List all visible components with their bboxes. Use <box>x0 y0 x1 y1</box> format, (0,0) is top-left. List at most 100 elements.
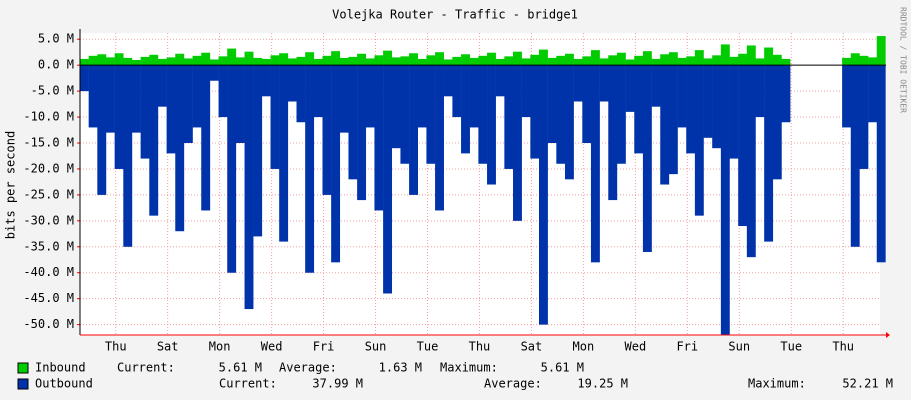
legend-maximum: 52.21 M <box>842 377 893 391</box>
bar <box>123 57 133 66</box>
bar <box>166 57 176 66</box>
bar <box>383 50 393 66</box>
bar <box>80 65 89 92</box>
bar <box>80 58 89 66</box>
bar <box>322 55 332 66</box>
x-tick-label: Thu <box>105 340 127 354</box>
bar <box>270 55 280 66</box>
bar <box>105 65 115 133</box>
bar <box>348 56 358 66</box>
bar <box>564 65 574 180</box>
bar <box>140 56 150 66</box>
y-tick-label: -10.0 M <box>23 110 74 124</box>
bar <box>209 59 219 66</box>
bar <box>582 65 592 144</box>
bar <box>175 65 185 232</box>
y-tick-label: 0.0 M <box>38 58 74 72</box>
bar <box>642 65 652 252</box>
bar <box>608 65 618 201</box>
y-tick-label: -50.0 M <box>23 317 74 331</box>
bar <box>97 54 107 66</box>
y-axis-label: bits per second <box>4 131 18 239</box>
bar <box>599 58 609 66</box>
bar <box>305 65 315 273</box>
bar <box>746 45 756 66</box>
bar <box>668 65 678 175</box>
bar <box>868 65 877 123</box>
bar <box>391 65 401 149</box>
bar <box>772 54 782 66</box>
chart-title: Volejka Router - Traffic - bridge1 <box>332 8 578 22</box>
bar <box>738 53 748 66</box>
bar <box>573 65 583 102</box>
bar <box>201 65 211 211</box>
bar <box>313 65 323 118</box>
bar <box>88 55 98 66</box>
y-tick-label: -45.0 M <box>23 291 74 305</box>
axes: 5.0 M 0.0 M -5.0 M -10.0 M -15.0 M -20.0 M -25… <box>23 29 890 354</box>
marks <box>80 36 886 336</box>
legend-average: 19.25 M <box>577 377 628 391</box>
bar <box>452 65 462 118</box>
bar <box>339 57 349 66</box>
bar <box>842 57 852 66</box>
bar <box>461 65 470 154</box>
bar <box>461 54 470 66</box>
x-tick-label: Sun <box>365 340 387 354</box>
watermark: RRDTOOL / TOBI OETIKER <box>899 7 908 113</box>
bar <box>469 57 479 66</box>
bar <box>365 58 375 66</box>
bar <box>487 52 496 66</box>
bar <box>279 65 289 242</box>
bar <box>660 65 670 185</box>
bar <box>530 54 540 66</box>
bar <box>513 65 522 221</box>
bar <box>573 58 583 66</box>
bar <box>521 65 531 118</box>
x-tick-label: Tue <box>780 340 802 354</box>
bar <box>590 65 600 263</box>
bar <box>538 65 548 325</box>
bar <box>504 56 514 66</box>
bar <box>487 65 496 185</box>
bar <box>668 52 678 66</box>
bar <box>417 65 427 128</box>
bar <box>625 65 635 112</box>
bar <box>296 56 306 66</box>
legend-swatch <box>17 378 29 390</box>
bar <box>720 44 730 66</box>
bar <box>755 65 765 118</box>
bar <box>694 50 704 66</box>
bar <box>686 65 696 154</box>
bar <box>88 65 98 128</box>
bar <box>634 65 644 154</box>
bar <box>435 65 444 211</box>
bar <box>409 53 418 66</box>
bar <box>253 57 263 66</box>
bar <box>712 65 722 149</box>
bar <box>538 49 548 66</box>
bar <box>149 54 159 66</box>
bar <box>590 50 600 66</box>
bar <box>608 55 618 66</box>
bar <box>209 65 219 81</box>
bar <box>452 56 462 66</box>
bar <box>218 56 228 66</box>
bar <box>374 55 384 66</box>
bar <box>755 58 765 66</box>
bar <box>469 65 479 128</box>
legend-current: 5.61 M <box>219 361 262 375</box>
bar <box>694 65 704 216</box>
legend-current: 37.99 M <box>312 377 363 391</box>
bar <box>712 55 722 66</box>
bar <box>660 54 670 66</box>
bar <box>409 65 418 195</box>
x-tick-label: Thu <box>469 340 491 354</box>
bar <box>781 65 791 123</box>
bar <box>131 59 141 66</box>
bar <box>677 57 687 66</box>
bar <box>287 65 297 102</box>
bar <box>426 65 436 164</box>
y-tick-label: -35.0 M <box>23 239 74 253</box>
bar <box>504 65 514 169</box>
